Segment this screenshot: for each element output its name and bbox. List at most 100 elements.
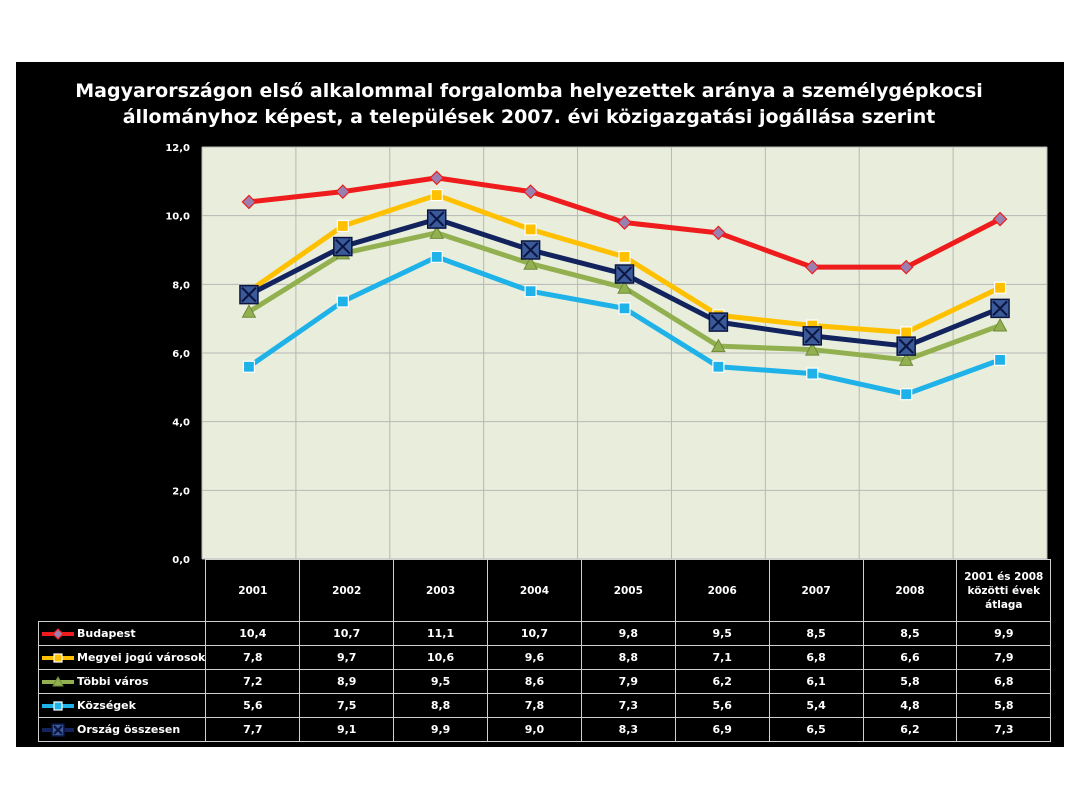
legend-entry: Többi város: [37, 669, 207, 694]
data-point-marker: [618, 250, 631, 263]
data-label: 7,8: [487, 693, 582, 718]
data-label: 7,8: [205, 645, 301, 670]
legend-label: Többi város: [77, 674, 149, 688]
data-label: 9,5: [393, 669, 488, 694]
data-label: 7,5: [299, 693, 395, 718]
y-tick-label: 2,0: [172, 486, 190, 497]
table-header-row: 2001 2002 2003 2004 2005 2006 2007 2008 2001 és …: [38, 559, 1052, 622]
data-label: 9,6: [487, 645, 582, 670]
data-point-marker-cross: [992, 300, 1008, 317]
data-point-marker-cross: [522, 242, 539, 258]
x-tick-label: 2003: [393, 559, 488, 622]
data-label: 6,5: [768, 717, 864, 742]
data-point-marker: [242, 360, 256, 373]
data-point-marker: [898, 259, 914, 275]
data-point-marker: [336, 295, 349, 308]
data-point-marker-cross: [898, 338, 914, 354]
x-tick-label: 2005: [580, 559, 676, 622]
series-1: [241, 170, 1008, 275]
data-label: 10,7: [299, 621, 395, 646]
data-point-marker: [806, 367, 819, 380]
data-label: 7,9: [580, 669, 676, 694]
data-label: 8,5: [862, 621, 958, 646]
x-tick-label: 2001 és 2008 közötti évek átlaga: [956, 559, 1052, 622]
data-label: 7,7: [205, 717, 301, 742]
data-point-marker-cross: [710, 314, 727, 330]
data-point-marker: [617, 280, 632, 294]
chart-title-line-1: Magyarországon első alkalommal forgalomb…: [75, 80, 983, 102]
table-row: Ország összesen 7,7 9,1 9,9 9,0 8,3 6,9 6,5 6,2 7…: [37, 717, 1052, 742]
data-point-marker: [992, 211, 1008, 227]
x-tick-label: 2002: [299, 559, 395, 622]
data-point-marker: [711, 338, 726, 353]
data-label: 6,8: [956, 669, 1052, 694]
data-label: 7,3: [580, 693, 676, 718]
data-table: 2001 2002 2003 2004 2005 2006 2007 2008 2001 és …: [37, 559, 1052, 742]
data-point-marker: [804, 259, 820, 275]
data-label: 6,9: [674, 717, 770, 742]
data-point-marker: [804, 342, 820, 356]
series-5: [239, 209, 1010, 356]
data-point-marker: [241, 194, 257, 210]
data-label: 5,6: [674, 693, 770, 718]
data-label: 6,2: [674, 669, 770, 694]
data-point-marker: [429, 225, 445, 239]
legend-key: [42, 700, 74, 711]
data-point-marker: [993, 353, 1007, 366]
data-label: 10,6: [393, 645, 488, 670]
legend-key: [42, 652, 74, 663]
data-label: 10,4: [205, 621, 301, 646]
data-point-marker-cross: [616, 266, 633, 282]
data-point-marker: [898, 352, 914, 366]
data-label: 6,8: [768, 645, 864, 670]
data-label: 5,8: [862, 669, 958, 694]
data-label: 7,2: [205, 669, 301, 694]
series-4: [242, 250, 1007, 401]
table-row: Megyei jogú városok 7,8 9,7 10,6 9,6 8,8 7,1 6,…: [37, 645, 1052, 670]
data-point-marker: [241, 304, 257, 318]
data-label: 9,1: [299, 717, 395, 742]
y-tick-label: 12,0: [165, 143, 190, 154]
legend-key: [42, 722, 74, 737]
data-point-marker-cross: [335, 238, 351, 255]
data-label: 9,9: [956, 621, 1052, 646]
table-row: Községek 5,6 7,5 8,8 7,8 7,3 5,6 5,4 4,8 5,8: [37, 693, 1052, 718]
data-point-marker: [523, 256, 538, 270]
legend-label: Megyei jogú városok: [77, 650, 206, 664]
data-point-marker-cross: [804, 328, 820, 344]
legend-entry: Budapest: [37, 621, 207, 646]
y-tick-label: 8,0: [172, 280, 190, 291]
data-label: 6,1: [768, 669, 864, 694]
data-point-marker: [53, 652, 63, 663]
data-label: 9,5: [674, 621, 770, 646]
y-tick-label: 4,0: [172, 418, 190, 429]
chart-title: Magyarországon első alkalommal forgalomb…: [0, 78, 1058, 130]
table-row: Többi város 7,2 8,9 9,5 8,6 7,9 6,2 6,1 5,8 6,8: [37, 669, 1052, 694]
data-point-marker: [430, 250, 443, 263]
data-point-marker: [52, 627, 64, 640]
data-point-marker: [52, 675, 64, 686]
data-label: 8,8: [393, 693, 488, 718]
chart-title-line-2: állományhoz képest, a települések 2007. …: [122, 106, 936, 128]
legend-entry: Ország összesen: [37, 717, 207, 742]
data-point-marker-cross: [241, 286, 257, 303]
legend-label: Községek: [77, 698, 136, 712]
data-label: 7,3: [956, 717, 1052, 742]
data-point-marker: [336, 219, 349, 233]
data-label: 9,7: [299, 645, 395, 670]
data-label: 8,9: [299, 669, 395, 694]
y-tick-label: 10,0: [165, 212, 190, 223]
data-point-marker: [524, 285, 537, 298]
data-label: 8,5: [768, 621, 864, 646]
data-label: 4,8: [862, 693, 958, 718]
legend-key: [42, 675, 74, 686]
data-point-marker: [429, 170, 445, 186]
data-point-marker: [430, 188, 443, 202]
x-tick-label: 2008: [862, 559, 958, 622]
data-label: 5,4: [768, 693, 864, 718]
data-point-marker: [524, 223, 537, 236]
data-label: 7,1: [674, 645, 770, 670]
data-label: 6,2: [862, 717, 958, 742]
data-point-marker: [523, 184, 538, 199]
